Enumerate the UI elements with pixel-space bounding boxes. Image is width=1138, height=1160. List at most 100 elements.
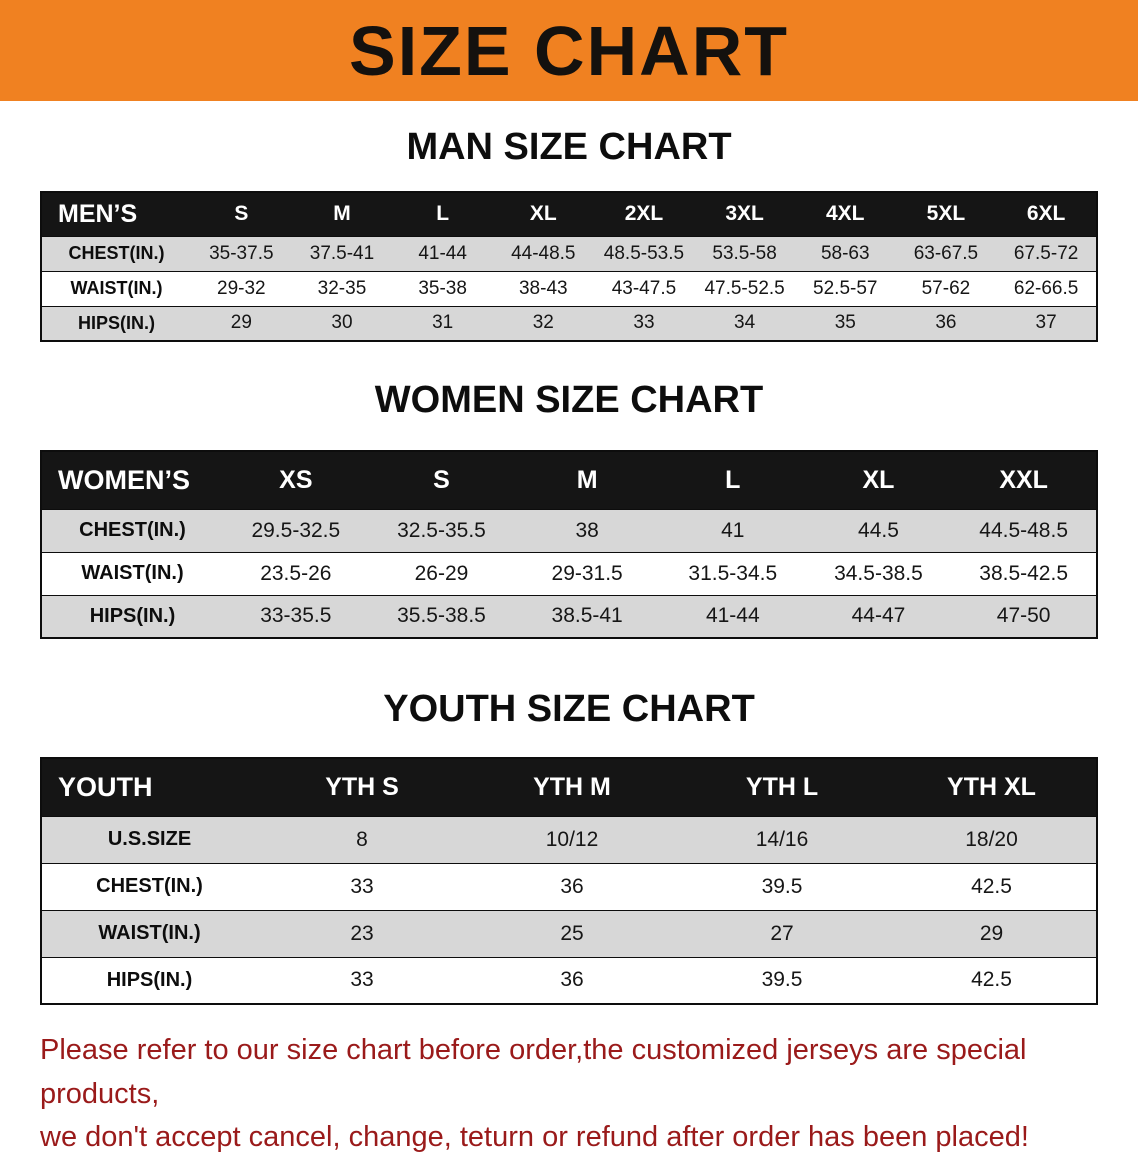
size-value: 35 (794, 305, 896, 341)
page-title: SIZE CHART (349, 11, 789, 90)
table-row: HIPS(IN.) 33 36 39.5 42.5 (41, 956, 1097, 1004)
disclaimer-line-1: Please refer to our size chart before or… (40, 1034, 1027, 1110)
size-value: 38-43 (492, 270, 594, 306)
size-column-header: 2XL (593, 192, 695, 236)
table-header-row: YOUTH YTH S YTH M YTH L YTH XL (41, 758, 1097, 816)
size-value: 31 (392, 305, 493, 341)
size-column-header: XL (805, 451, 952, 509)
table-body: U.S.SIZE 8 10/12 14/16 18/20 CHEST(IN.) 33 36 39… (41, 815, 1097, 1004)
size-value: 37 (996, 305, 1097, 341)
table-row: WAIST(IN.) 23.5-26 26-29 29-31.5 31.5-34.5 34… (41, 551, 1097, 595)
measurement-label: U.S.SIZE (41, 815, 257, 863)
size-value: 29-32 (191, 270, 292, 306)
size-value: 36 (467, 862, 677, 910)
size-value: 29 (191, 305, 292, 341)
size-column-header: S (368, 451, 515, 509)
size-value: 31.5-34.5 (659, 551, 806, 595)
size-value: 53.5-58 (694, 235, 795, 271)
size-value: 35-38 (392, 270, 493, 306)
size-column-header: M (291, 192, 393, 236)
table-category-label: WOMEN’S (41, 451, 223, 509)
measurement-label: WAIST(IN.) (41, 909, 257, 957)
size-value: 35-37.5 (191, 235, 292, 271)
size-value: 38.5-42.5 (951, 551, 1097, 595)
size-value: 32 (492, 305, 594, 341)
table-row: WAIST(IN.) 23 25 27 29 (41, 909, 1097, 957)
women-size-section: WOMEN SIZE CHART WOMEN’S XS S M L XL XXL CHEST… (0, 378, 1138, 639)
table-row: HIPS(IN.) 33-35.5 35.5-38.5 38.5-41 41-44 44-… (41, 594, 1097, 638)
size-value: 32-35 (291, 270, 393, 306)
size-value: 62-66.5 (996, 270, 1097, 306)
table-category-label: MEN’S (41, 192, 191, 236)
men-section-heading: MAN SIZE CHART (406, 126, 732, 168)
size-column-header: YTH XL (887, 758, 1097, 816)
size-value: 14/16 (677, 815, 887, 863)
size-value: 52.5-57 (794, 270, 896, 306)
table-body: CHEST(IN.) 35-37.5 37.5-41 41-44 44-48.5 48.5… (41, 235, 1097, 341)
table-header-row: WOMEN’S XS S M L XL XXL (41, 451, 1097, 509)
size-value: 47-50 (951, 594, 1097, 638)
size-value: 23 (257, 909, 467, 957)
size-value: 58-63 (794, 235, 896, 271)
womens-size-table: WOMEN’S XS S M L XL XXL CHEST(IN.) 29.5-32.5 32.… (40, 450, 1098, 639)
size-value: 34.5-38.5 (805, 551, 952, 595)
size-column-header: L (392, 192, 493, 236)
measurement-label: WAIST(IN.) (41, 551, 223, 595)
size-value: 41-44 (659, 594, 806, 638)
size-value: 41-44 (392, 235, 493, 271)
size-value: 41 (659, 508, 806, 552)
size-column-header: 4XL (794, 192, 896, 236)
size-value: 38.5-41 (514, 594, 660, 638)
footer-disclaimer: Please refer to our size chart before or… (40, 1029, 1102, 1160)
measurement-label: CHEST(IN.) (41, 235, 191, 271)
size-value: 34 (694, 305, 795, 341)
size-value: 44-48.5 (492, 235, 594, 271)
size-value: 39.5 (677, 862, 887, 910)
measurement-label: CHEST(IN.) (41, 508, 223, 552)
size-value: 44-47 (805, 594, 952, 638)
size-column-header: 6XL (996, 192, 1097, 236)
table-row: WAIST(IN.) 29-32 32-35 35-38 38-43 43-47.5 47.… (41, 270, 1097, 306)
size-value: 33 (257, 862, 467, 910)
size-value: 33 (593, 305, 695, 341)
size-value: 18/20 (887, 815, 1097, 863)
size-column-header: XXL (951, 451, 1097, 509)
table-category-label: YOUTH (41, 758, 257, 816)
measurement-label: HIPS(IN.) (41, 305, 191, 341)
size-column-header: S (191, 192, 292, 236)
size-value: 8 (257, 815, 467, 863)
size-value: 57-62 (895, 270, 997, 306)
table-row: HIPS(IN.) 29 30 31 32 33 34 35 36 37 (41, 305, 1097, 341)
size-value: 63-67.5 (895, 235, 997, 271)
measurement-label: CHEST(IN.) (41, 862, 257, 910)
youth-size-section: YOUTH SIZE CHART YOUTH YTH S YTH M YTH L YTH… (0, 687, 1138, 1005)
table-row: CHEST(IN.) 35-37.5 37.5-41 41-44 44-48.5 48.5… (41, 235, 1097, 271)
size-value: 25 (467, 909, 677, 957)
measurement-label: HIPS(IN.) (41, 956, 257, 1004)
size-value: 29.5-32.5 (223, 508, 369, 552)
youth-size-table: YOUTH YTH S YTH M YTH L YTH XL U.S.SIZE 8 10/1… (40, 757, 1098, 1005)
size-value: 48.5-53.5 (593, 235, 695, 271)
size-value: 47.5-52.5 (694, 270, 795, 306)
table-header-row: MEN’S S M L XL 2XL 3XL 4XL 5XL 6XL (41, 192, 1097, 236)
size-column-header: L (659, 451, 806, 509)
table-row: CHEST(IN.) 33 36 39.5 42.5 (41, 862, 1097, 910)
size-value: 29 (887, 909, 1097, 957)
table-body: CHEST(IN.) 29.5-32.5 32.5-35.5 38 41 44.5 44.5… (41, 508, 1097, 638)
table-row: U.S.SIZE 8 10/12 14/16 18/20 (41, 815, 1097, 863)
size-value: 42.5 (887, 862, 1097, 910)
size-value: 29-31.5 (514, 551, 660, 595)
size-value: 32.5-35.5 (368, 508, 515, 552)
measurement-label: WAIST(IN.) (41, 270, 191, 306)
size-value: 39.5 (677, 956, 887, 1004)
size-value: 44.5-48.5 (951, 508, 1097, 552)
women-section-heading: WOMEN SIZE CHART (374, 379, 764, 421)
size-chart-banner: SIZE CHART (0, 0, 1138, 101)
size-value: 44.5 (805, 508, 952, 552)
size-column-header: 5XL (895, 192, 997, 236)
size-value: 23.5-26 (223, 551, 369, 595)
size-value: 43-47.5 (593, 270, 695, 306)
youth-section-heading: YOUTH SIZE CHART (383, 688, 755, 730)
size-column-header: YTH L (677, 758, 887, 816)
size-value: 10/12 (467, 815, 677, 863)
